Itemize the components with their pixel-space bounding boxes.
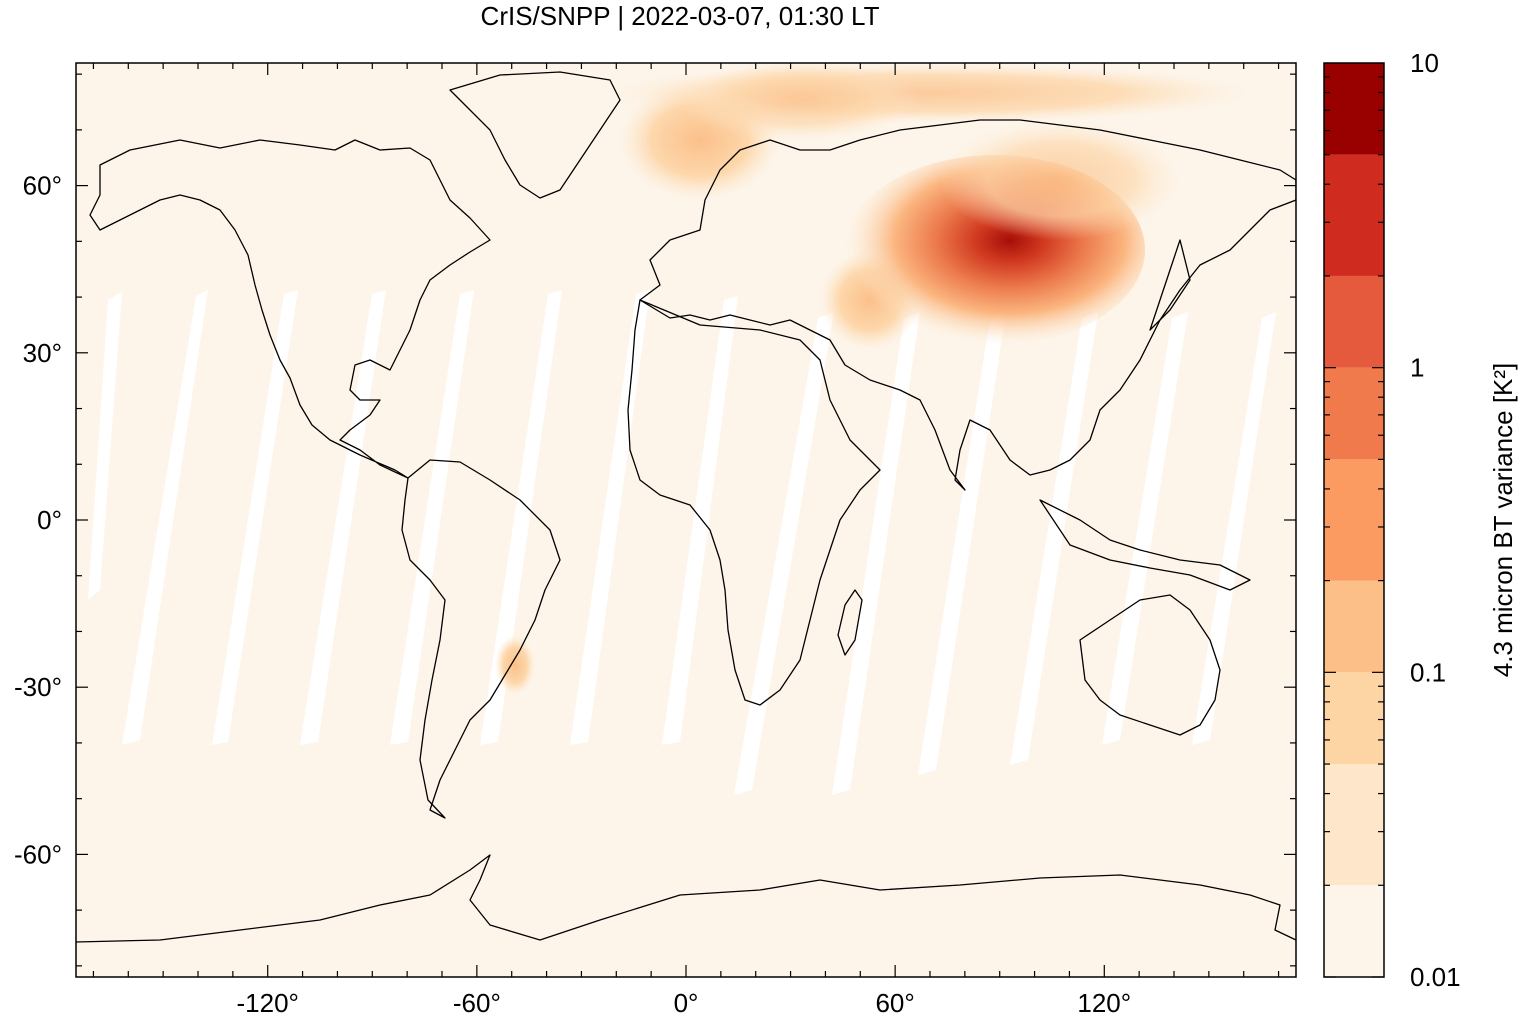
x-tick-label: -60°	[453, 988, 501, 1018]
colorbar-frame	[1323, 62, 1385, 978]
colorbar	[1324, 63, 1384, 977]
south-america-blob	[495, 635, 535, 695]
swath-gap	[570, 290, 650, 745]
africa-coastline	[627, 299, 881, 706]
swath-gap	[122, 290, 208, 745]
colorbar-tick-label: 0.1	[1410, 657, 1446, 687]
swath-gap	[1102, 312, 1188, 745]
swath-gap	[88, 292, 122, 600]
map-panel	[76, 63, 1296, 977]
x-tick-label: 60°	[875, 988, 914, 1018]
coastlines	[76, 71, 1296, 943]
x-tick-label: 0°	[674, 988, 699, 1018]
variance-field	[495, 63, 1250, 695]
swath-gap	[480, 290, 562, 745]
y-tick-label: -30°	[14, 672, 62, 702]
colorbar-level	[1324, 672, 1384, 765]
colorbar-level	[1324, 580, 1384, 673]
x-tick-label: -120°	[236, 988, 298, 1018]
colorbar-label: 4.3 micron BT variance [K²]	[1488, 363, 1518, 678]
swath-gap	[832, 312, 920, 795]
swath-gap	[662, 296, 738, 745]
europe-arctic-blob	[680, 63, 920, 140]
colorbar-tick-label: 0.01	[1410, 962, 1461, 992]
swath-gap	[390, 290, 474, 745]
swath-gap	[212, 290, 298, 745]
colorbar-level	[1324, 885, 1384, 977]
map-title: CrIS/SNPP | 2022-03-07, 01:30 LT	[480, 1, 880, 31]
map-tick-labels: -120° -60° 0° 60° 120° 60° 30° 0° -30° -60°	[14, 171, 1131, 1018]
colorbar-level	[1324, 764, 1384, 886]
y-tick-label: 30°	[23, 338, 62, 368]
australia-coastline	[1079, 594, 1221, 736]
maritime-continent-coastline	[1039, 499, 1251, 591]
madagascar-coastline	[837, 589, 863, 656]
swath-gap	[918, 312, 1006, 775]
swath-gap	[1192, 312, 1276, 745]
greenland-coastline	[449, 71, 621, 199]
swath-gap	[1010, 312, 1098, 765]
north-america-coastline	[89, 139, 491, 479]
map-ticks	[76, 63, 1296, 977]
colorbar-level	[1324, 154, 1384, 276]
antarctica-coastline	[76, 854, 1296, 943]
y-tick-label: -60°	[14, 839, 62, 869]
colorbar-tick-label: 10	[1410, 48, 1439, 78]
swath-gap	[734, 312, 834, 795]
colorbar-level	[1324, 275, 1384, 368]
colorbar-ticks	[1324, 76, 1384, 978]
colorbar-level	[1324, 459, 1384, 581]
colorbar-level	[1324, 367, 1384, 460]
x-tick-label: 120°	[1077, 988, 1131, 1018]
colorbar-tick-labels: 10 1 0.1 0.01	[1410, 48, 1461, 992]
colorbar-level	[1324, 63, 1384, 155]
swath-gap	[300, 290, 386, 745]
y-tick-label: 0°	[37, 505, 62, 535]
swath-gaps	[88, 290, 1276, 795]
south-america-coastline	[401, 459, 561, 819]
colorbar-tick-label: 1	[1410, 353, 1424, 383]
japan-coastline	[1149, 239, 1191, 331]
y-tick-label: 60°	[23, 171, 62, 201]
siberia-blob	[940, 120, 1180, 240]
